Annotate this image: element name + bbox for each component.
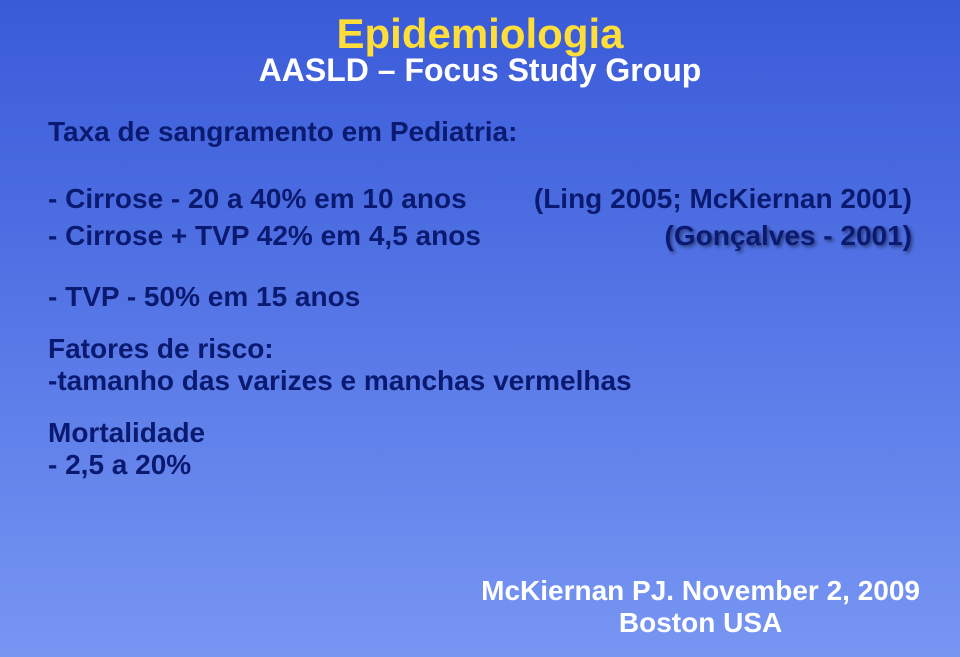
section-heading: Taxa de sangramento em Pediatria:	[48, 116, 912, 148]
bullet-1-left: - Cirrose - 20 a 40% em 10 anos	[48, 180, 467, 218]
citation-line-1: McKiernan PJ. November 2, 2009	[481, 575, 920, 607]
mortality-block: Mortalidade - 2,5 a 20%	[48, 417, 912, 481]
bullet-row-2: - Cirrose + TVP 42% em 4,5 anos (Gonçalv…	[48, 217, 912, 255]
bullet-2-left: - Cirrose + TVP 42% em 4,5 anos	[48, 217, 481, 255]
title-block: Epidemiologia AASLD – Focus Study Group	[0, 0, 960, 88]
bullet-row-1: - Cirrose - 20 a 40% em 10 anos (Ling 20…	[48, 180, 912, 218]
risk-block: Fatores de risco: -tamanho das varizes e…	[48, 333, 912, 397]
bullet-row-3: - TVP - 50% em 15 anos	[48, 281, 912, 313]
citation: McKiernan PJ. November 2, 2009 Boston US…	[481, 575, 920, 639]
slide-title: Epidemiologia	[0, 12, 960, 56]
risk-item: -tamanho das varizes e manchas vermelhas	[48, 365, 912, 397]
mortality-value: - 2,5 a 20%	[48, 449, 912, 481]
bullet-2-right: (Gonçalves - 2001)	[653, 217, 912, 255]
bullet-1-right: (Ling 2005; McKiernan 2001)	[522, 180, 912, 218]
slide-content: Taxa de sangramento em Pediatria: - Cirr…	[0, 88, 960, 482]
risk-heading: Fatores de risco:	[48, 333, 912, 365]
slide-subtitle: AASLD – Focus Study Group	[0, 54, 960, 88]
mortality-heading: Mortalidade	[48, 417, 912, 449]
citation-line-2: Boston USA	[481, 607, 920, 639]
